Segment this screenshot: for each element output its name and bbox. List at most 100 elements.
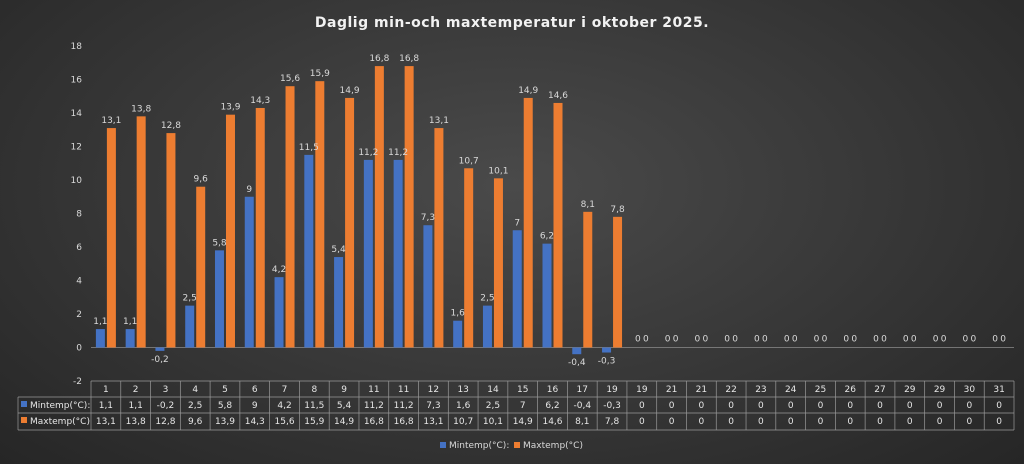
min-bar — [602, 347, 612, 353]
category-label: 6 — [252, 385, 258, 395]
max-data-label: 0 — [762, 335, 768, 345]
min-data-label: 7 — [514, 218, 520, 228]
table-value: 2,5 — [486, 401, 500, 411]
max-data-label: 8,1 — [581, 200, 595, 210]
category-label: 29 — [934, 385, 946, 395]
y-tick-label: 14 — [71, 109, 83, 119]
min-data-label: 0 — [814, 335, 820, 345]
min-data-label: 9 — [246, 185, 252, 195]
table-value: 14,9 — [513, 417, 533, 427]
series-name: Mintemp(°C): — [30, 401, 90, 411]
category-label: 23 — [755, 385, 766, 395]
chart-title: Daglig min-och maxtemperatur i oktober 2… — [315, 15, 709, 31]
table-value: 0 — [818, 401, 824, 411]
min-bar — [423, 225, 433, 348]
bars — [95, 66, 623, 355]
max-data-label: 13,8 — [131, 104, 151, 114]
max-data-label: 16,8 — [399, 54, 419, 64]
max-data-label: 12,8 — [161, 121, 181, 131]
min-bar — [393, 159, 403, 348]
min-bar — [185, 305, 195, 348]
y-tick-label: 18 — [71, 42, 83, 52]
table-value: 7 — [520, 401, 526, 411]
max-bar — [255, 107, 265, 348]
min-data-label: 0 — [665, 335, 671, 345]
table-legend-key — [21, 401, 27, 407]
min-data-label: 0 — [784, 335, 790, 345]
table-value: 0 — [907, 401, 913, 411]
min-data-label: 0 — [635, 335, 641, 345]
max-bar — [285, 86, 295, 348]
table-value: 13,1 — [423, 417, 443, 427]
max-data-label: 0 — [643, 335, 649, 345]
max-bar — [374, 66, 384, 348]
min-data-label: 1,6 — [451, 309, 466, 319]
table-value: 0 — [639, 401, 645, 411]
min-bar — [482, 305, 492, 348]
table-value: 0 — [847, 401, 853, 411]
legend: Mintemp(°C): Maxtemp(°C) — [440, 441, 583, 451]
category-label: 5 — [222, 385, 228, 395]
min-data-label: -0,4 — [568, 358, 586, 368]
max-data-label: 14,9 — [340, 86, 360, 96]
max-bar — [404, 66, 414, 348]
max-data-label: 0 — [673, 335, 679, 345]
min-data-label: -0,2 — [151, 355, 169, 365]
y-tick-label: 10 — [71, 176, 83, 186]
category-label: 11 — [398, 385, 409, 395]
data-table: 1 2 3 4 5 6 7 8 9 11 11 12 13 14 15 16 17 19 19 21 21 22 23 24 2… — [17, 380, 1015, 431]
max-bar — [345, 97, 355, 348]
table-value: 7,3 — [426, 401, 440, 411]
max-data-label: 0 — [792, 335, 798, 345]
y-tick-label: 0 — [76, 344, 82, 354]
category-label: 8 — [311, 385, 317, 395]
category-label: 12 — [428, 385, 439, 395]
table-value: 11,5 — [304, 401, 324, 411]
min-data-label: 11,2 — [388, 148, 408, 158]
max-bar — [434, 128, 444, 348]
table-value: 0 — [877, 417, 883, 427]
table-value: 1,1 — [99, 401, 113, 411]
min-data-label: 0 — [695, 335, 701, 345]
table-value: 0 — [669, 417, 675, 427]
max-data-label: 13,9 — [220, 103, 240, 113]
max-data-label: 0 — [732, 335, 738, 345]
table-legend-key — [21, 417, 27, 423]
table-value: 16,8 — [364, 417, 384, 427]
min-bar — [572, 347, 582, 355]
table-value: 0 — [639, 417, 645, 427]
table-value: 0 — [699, 417, 705, 427]
min-data-label: 11,2 — [358, 148, 378, 158]
table-value: 1,6 — [456, 401, 471, 411]
table-value: 10,1 — [483, 417, 503, 427]
table-value: 0 — [966, 401, 972, 411]
y-tick-label: 12 — [71, 143, 82, 153]
category-label: 26 — [845, 385, 857, 395]
table-value: 8,1 — [575, 417, 589, 427]
legend-key — [440, 442, 446, 448]
max-bar — [106, 128, 116, 348]
max-data-label: 16,8 — [369, 54, 389, 64]
category-label: 7 — [282, 385, 288, 395]
table-value: 13,8 — [126, 417, 146, 427]
min-bar — [334, 257, 344, 348]
data-labels: 1,1 13,1 1,1 13,8 -0,2 12,8 2,5 9,6 5,8 13,9 9 14,3… — [93, 54, 1006, 368]
min-data-label: 0 — [992, 335, 998, 345]
min-bar — [542, 243, 552, 348]
category-label: 27 — [874, 385, 885, 395]
table-value: 0 — [877, 401, 883, 411]
min-bar — [512, 230, 522, 348]
max-data-label: 15,6 — [280, 74, 300, 84]
min-data-label: 0 — [873, 335, 879, 345]
max-data-label: 0 — [851, 335, 857, 345]
table-value: 14,9 — [334, 417, 354, 427]
table-value: 0 — [728, 417, 734, 427]
y-tick-label: -2 — [73, 377, 82, 387]
table-value: 6,2 — [545, 401, 559, 411]
table-value: 0 — [937, 401, 943, 411]
category-label: 11 — [368, 385, 379, 395]
max-data-label: 0 — [881, 335, 887, 345]
table-value: 12,8 — [155, 417, 175, 427]
table-value: 0 — [996, 401, 1002, 411]
